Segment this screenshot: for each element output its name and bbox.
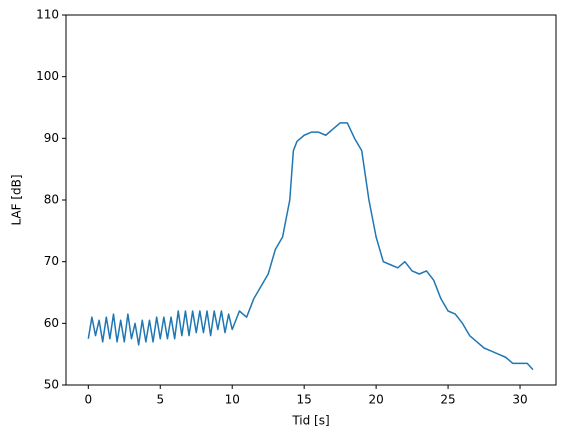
y-tick-label: 70 (44, 254, 59, 268)
y-tick-label: 110 (36, 8, 59, 22)
plot-frame (65, 14, 557, 386)
x-axis-label: Tid [s] (291, 414, 329, 428)
y-axis-label: LAF [dB] (10, 174, 24, 225)
x-tick-label: 20 (368, 393, 383, 407)
y-tick-label: 90 (44, 131, 59, 145)
x-tick-label: 0 (84, 393, 92, 407)
x-tick-label: 5 (156, 393, 164, 407)
y-tick-label: 60 (44, 316, 59, 330)
x-tick-label: 25 (440, 393, 455, 407)
x-tick-label: 15 (297, 393, 312, 407)
y-tick-label: 80 (44, 193, 59, 207)
y-tick-label: 50 (44, 378, 59, 392)
y-tick-label: 100 (36, 69, 59, 83)
x-tick-label: 10 (225, 393, 240, 407)
x-tick-label: 30 (512, 393, 527, 407)
data-line (87, 122, 534, 371)
